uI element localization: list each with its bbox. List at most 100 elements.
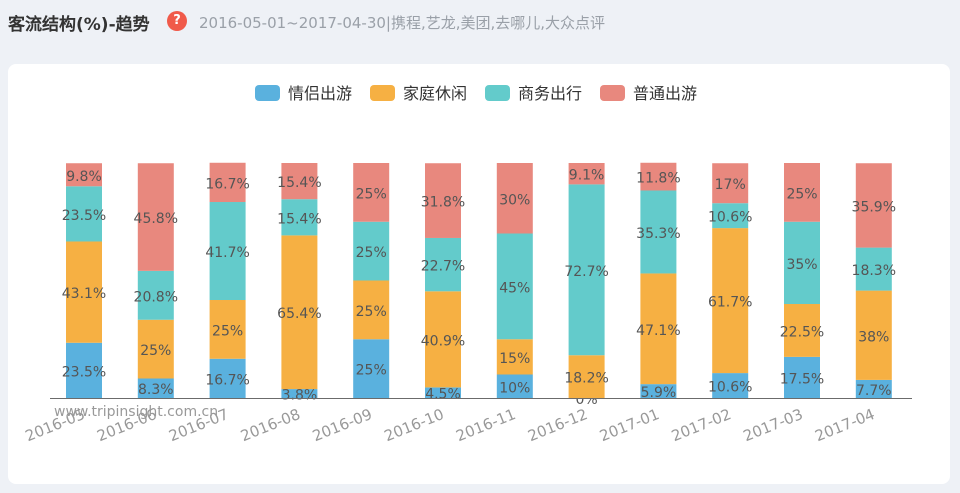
chart-legend: 情侣出游 家庭休闲 商务出行 普通出游 bbox=[255, 84, 697, 103]
data-label-2016-09-s2: 25% bbox=[356, 245, 387, 261]
bar-segment-2017-04-s0[interactable] bbox=[855, 379, 892, 398]
bar-segment-2016-10-s0[interactable] bbox=[425, 387, 461, 398]
data-label-2016-08-s3: 15.4% bbox=[277, 175, 321, 191]
bar-segment-2017-01-s1[interactable] bbox=[640, 273, 677, 385]
data-label-2017-04-s1: 38% bbox=[858, 329, 889, 345]
data-label-2016-10-s3: 31.8% bbox=[421, 195, 465, 211]
legend-label-2[interactable]: 商务出行 bbox=[518, 84, 582, 103]
data-label-2016-06-s3: 45.8% bbox=[134, 211, 178, 227]
data-label-2017-03-s0: 17.5% bbox=[780, 371, 824, 387]
legend-label-3[interactable]: 普通出游 bbox=[633, 84, 697, 103]
bar-segment-2017-03-s3[interactable] bbox=[784, 163, 820, 222]
bar-segment-2017-02-s1[interactable] bbox=[712, 228, 749, 374]
bar-segment-2016-08-s2[interactable] bbox=[281, 199, 318, 236]
bar-segment-2017-04-s2[interactable] bbox=[855, 247, 892, 291]
bar-segment-2016-06-s0[interactable] bbox=[137, 378, 174, 398]
bar-segment-2016-08-s3[interactable] bbox=[281, 163, 318, 200]
data-label-2016-11-s3: 30% bbox=[499, 192, 530, 208]
bars-group: 23.5% 43.1% 23.5% 9.8% 8.3% 25% 20.8% 45.8% 16.7… bbox=[62, 162, 896, 408]
bar-segment-2016-09-s0[interactable] bbox=[353, 339, 390, 398]
data-label-2016-12-s2: 72.7% bbox=[564, 264, 608, 280]
bar-segment-2016-12-s1[interactable] bbox=[568, 355, 605, 398]
bar-segment-2016-07-s2[interactable] bbox=[209, 202, 246, 301]
data-label-2016-09-s3: 25% bbox=[356, 186, 387, 202]
question-icon[interactable]: ? bbox=[167, 11, 187, 31]
bar-segment-2017-01-s0[interactable] bbox=[640, 384, 677, 398]
x-tick-label-2016-09: 2016-09 bbox=[310, 405, 375, 445]
data-label-2016-07-s0: 16.7% bbox=[205, 372, 249, 388]
bar-segment-2016-09-s1[interactable] bbox=[353, 280, 390, 340]
data-label-2017-01-s2: 35.3% bbox=[636, 226, 680, 242]
bar-segment-2016-10-s1[interactable] bbox=[425, 291, 461, 388]
bar-segment-2016-05-s3[interactable] bbox=[66, 163, 102, 187]
x-tick-label-2017-01: 2017-01 bbox=[597, 405, 662, 445]
bar-segment-2016-07-s1[interactable] bbox=[209, 300, 246, 359]
bar-segment-2016-10-s2[interactable] bbox=[425, 237, 461, 292]
bar-segment-2016-05-s0[interactable] bbox=[66, 342, 102, 398]
data-label-2016-08-s2: 15.4% bbox=[277, 211, 321, 227]
data-label-2017-02-s1: 61.7% bbox=[708, 295, 752, 311]
legend-label-0[interactable]: 情侣出游 bbox=[288, 84, 352, 103]
legend-swatch-1[interactable] bbox=[370, 85, 395, 101]
data-label-2016-11-s0: 10% bbox=[499, 380, 530, 396]
data-label-2017-04-s3: 35.9% bbox=[852, 199, 896, 215]
bar-segment-2017-03-s1[interactable] bbox=[784, 304, 820, 357]
bar-segment-2017-02-s3[interactable] bbox=[712, 163, 749, 204]
x-tick-label-2016-11: 2016-11 bbox=[453, 405, 518, 445]
bar-segment-2017-01-s2[interactable] bbox=[640, 190, 677, 274]
bar-segment-2016-11-s3[interactable] bbox=[496, 163, 533, 234]
data-label-2016-08-s1: 65.4% bbox=[277, 306, 321, 322]
legend-label-1[interactable]: 家庭休闲 bbox=[403, 84, 467, 103]
bar-segment-2017-02-s2[interactable] bbox=[712, 203, 749, 229]
data-label-2016-05-s2: 23.5% bbox=[62, 208, 106, 224]
bar-segment-2016-12-s2[interactable] bbox=[568, 184, 605, 356]
x-tick-label-2016-12: 2016-12 bbox=[525, 405, 590, 445]
bar-segment-2016-08-s1[interactable] bbox=[281, 235, 318, 390]
bar-segment-2016-06-s2[interactable] bbox=[137, 270, 174, 320]
data-label-2016-10-s2: 22.7% bbox=[421, 259, 465, 275]
bar-segment-2017-02-s0[interactable] bbox=[712, 373, 749, 398]
x-tick-label-2016-08: 2016-08 bbox=[238, 405, 303, 445]
bar-segment-2017-04-s1[interactable] bbox=[855, 290, 892, 380]
data-label-2016-06-s0: 8.3% bbox=[138, 382, 174, 398]
data-label-2017-01-s3: 11.8% bbox=[636, 171, 680, 187]
data-label-2016-07-s1: 25% bbox=[212, 323, 243, 339]
data-label-2016-12-s1: 18.2% bbox=[564, 371, 608, 387]
bar-segment-2016-08-s0[interactable] bbox=[281, 389, 318, 398]
data-label-2016-09-s1: 25% bbox=[356, 304, 387, 320]
bar-segment-2016-06-s1[interactable] bbox=[137, 319, 174, 379]
bar-segment-2016-11-s2[interactable] bbox=[496, 233, 533, 340]
legend-swatch-3[interactable] bbox=[600, 85, 625, 101]
bar-segment-2016-11-s0[interactable] bbox=[496, 374, 533, 399]
bar-segment-2017-01-s3[interactable] bbox=[640, 162, 677, 191]
data-label-2017-04-s0: 7.7% bbox=[856, 383, 892, 399]
x-tick-label-2017-02: 2017-02 bbox=[669, 405, 734, 445]
bar-segment-2016-07-s3[interactable] bbox=[209, 162, 246, 203]
data-label-2016-07-s2: 41.7% bbox=[205, 245, 249, 261]
bar-segment-2017-04-s3[interactable] bbox=[855, 163, 892, 248]
bar-segment-2016-07-s0[interactable] bbox=[209, 358, 246, 398]
bar-segment-2016-09-s2[interactable] bbox=[353, 221, 390, 281]
bar-segment-2016-05-s1[interactable] bbox=[66, 241, 102, 343]
bar-segment-2016-06-s3[interactable] bbox=[137, 163, 174, 271]
data-label-2016-07-s3: 16.7% bbox=[205, 176, 249, 192]
legend-swatch-2[interactable] bbox=[485, 85, 510, 101]
data-label-2016-09-s0: 25% bbox=[356, 363, 387, 379]
page-header: 客流结构(%)-趋势 ? 2016-05-01~2017-04-30|携程,艺龙… bbox=[0, 0, 960, 44]
bar-segment-2017-03-s0[interactable] bbox=[784, 356, 820, 398]
x-axis-labels: 2016-05 2016-06 2016-07 2016-08 2016-09 2016-… bbox=[23, 405, 878, 445]
data-label-2017-03-s1: 22.5% bbox=[780, 324, 824, 340]
bar-segment-2016-12-s3[interactable] bbox=[568, 163, 605, 185]
bar-segment-2016-05-s2[interactable] bbox=[66, 186, 102, 242]
x-tick-label-2016-10: 2016-10 bbox=[382, 405, 447, 445]
data-label-2017-04-s2: 18.3% bbox=[852, 263, 896, 279]
data-label-2016-10-s1: 40.9% bbox=[421, 333, 465, 349]
data-label-2017-02-s2: 10.6% bbox=[708, 210, 752, 226]
legend-swatch-0[interactable] bbox=[255, 85, 280, 101]
bar-segment-2016-11-s1[interactable] bbox=[496, 339, 533, 375]
bar-segment-2016-10-s3[interactable] bbox=[425, 163, 461, 238]
bar-segment-2017-03-s2[interactable] bbox=[784, 221, 820, 304]
bar-segment-2016-09-s3[interactable] bbox=[353, 163, 390, 222]
page-title: 客流结构(%)-趋势 bbox=[8, 15, 150, 35]
